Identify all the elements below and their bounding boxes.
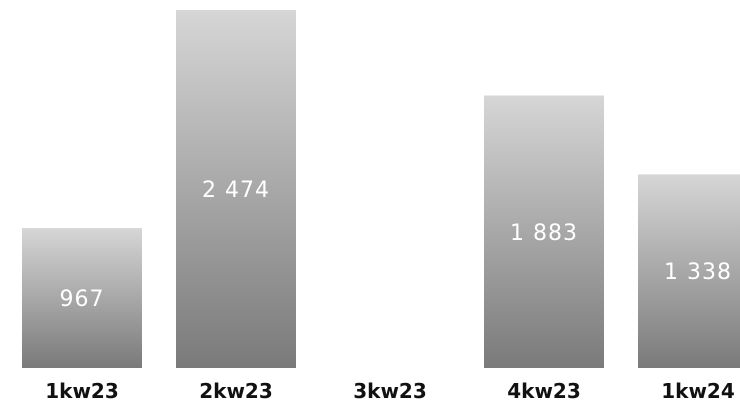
category-label-2kw23: 2kw23 bbox=[199, 379, 273, 403]
bar-1kw23 bbox=[22, 228, 142, 368]
value-label-4kw23: 1 883 bbox=[510, 221, 578, 246]
value-label-1kw24: 1 338 bbox=[664, 260, 732, 285]
category-label-1kw23: 1kw23 bbox=[45, 379, 119, 403]
category-labels-group: 1kw23 2kw23 3kw23 4kw23 1kw24 bbox=[45, 379, 735, 403]
bar-2kw23 bbox=[176, 10, 296, 368]
category-label-4kw23: 4kw23 bbox=[507, 379, 581, 403]
bar-4kw23 bbox=[484, 95, 604, 368]
bars-group bbox=[22, 10, 740, 368]
category-label-3kw23: 3kw23 bbox=[353, 379, 427, 403]
value-label-2kw23: 2 474 bbox=[202, 178, 270, 203]
value-labels-group: 967 2 474 1 883 1 338 bbox=[60, 178, 732, 312]
value-label-1kw23: 967 bbox=[60, 287, 105, 312]
bar-1kw24 bbox=[638, 174, 740, 368]
category-label-1kw24: 1kw24 bbox=[661, 379, 735, 403]
